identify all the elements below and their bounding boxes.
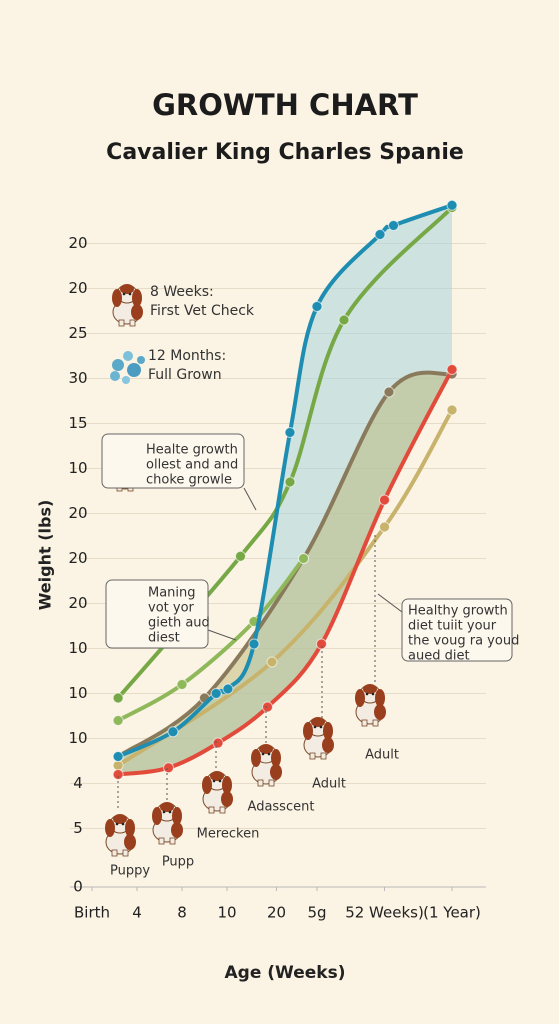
data-point	[379, 494, 390, 506]
data-point	[163, 762, 174, 774]
data-point	[262, 701, 273, 713]
x-tick-label: (1 Year)	[423, 904, 481, 922]
annotation-text: Full Grown	[148, 367, 222, 383]
callout-line	[207, 629, 237, 641]
dog-icon	[354, 683, 387, 727]
annotation-text: Maning	[148, 586, 196, 601]
annotation-text: diest	[148, 631, 180, 646]
annotation-text: 8 Weeks:	[150, 284, 214, 300]
annotation-text: the voug ra youd	[408, 634, 519, 649]
annotation-text: choke growle	[146, 473, 232, 488]
y-tick-label: 15	[68, 414, 87, 432]
series-line	[116, 367, 454, 777]
annotation-text: First Vet Check	[150, 303, 255, 319]
data-point	[112, 715, 124, 726]
callout-line	[377, 593, 403, 613]
chart-subtitle: Cavalier King Charles Spanie	[106, 140, 464, 165]
callout-line	[243, 487, 257, 511]
y-tick-label: 20	[68, 549, 87, 567]
bubbles-icon	[110, 351, 145, 384]
y-tick-label: 4	[73, 774, 83, 792]
y-tick-label: 30	[68, 369, 87, 387]
y-tick-label: 10	[68, 684, 87, 702]
data-point	[112, 692, 124, 704]
stage-label: Adult	[312, 777, 346, 792]
x-tick-label: 20	[267, 904, 286, 922]
data-point	[311, 301, 323, 312]
stage-label: Adasscent	[248, 800, 315, 815]
data-point	[266, 656, 278, 668]
stage-label: Adult	[365, 748, 399, 763]
x-tick-label: 4	[132, 904, 142, 922]
data-point	[338, 314, 350, 326]
y-tick-label: 5	[73, 819, 83, 837]
data-point	[284, 427, 296, 438]
callout-box	[401, 598, 513, 662]
data-point	[446, 199, 458, 211]
y-tick-label: 10	[68, 729, 87, 747]
data-point	[388, 220, 399, 231]
y-axis-label: Weight (lbs)	[36, 500, 55, 611]
x-tick-label: 10	[217, 904, 236, 922]
data-point	[446, 404, 458, 416]
band-fill	[118, 369, 452, 775]
data-point	[212, 737, 224, 749]
stage-label: Merecken	[197, 827, 260, 842]
annotation-text: gieth aud	[148, 616, 210, 631]
callout-box	[101, 433, 245, 489]
dog-icon	[111, 283, 144, 327]
annotation-text: Healthy growth	[408, 604, 508, 619]
data-point	[446, 364, 458, 375]
dog-icon	[151, 801, 184, 845]
series-line	[116, 556, 306, 723]
data-point	[210, 688, 222, 699]
annotation-text: vot yor	[148, 601, 195, 616]
data-point	[298, 553, 309, 564]
dog-icon	[201, 770, 234, 814]
series-line	[116, 203, 454, 759]
y-tick-label: 20	[68, 279, 87, 297]
y-tick-label: 20	[68, 504, 87, 522]
y-tick-label: 0	[73, 878, 83, 896]
data-point	[235, 550, 246, 562]
callout-box	[105, 579, 209, 649]
data-point	[167, 726, 179, 738]
y-tick-label: 10	[68, 639, 87, 657]
y-tick-label: 20	[68, 234, 87, 252]
y-tick-label: 25	[68, 324, 87, 342]
stage-label: Pupp	[162, 855, 194, 870]
data-point	[222, 683, 234, 695]
x-tick-label: 52 Weeks)	[345, 904, 424, 922]
x-tick-label: 5g	[307, 904, 326, 922]
chart-title: GROWTH CHART	[152, 88, 418, 122]
data-point	[112, 751, 124, 762]
data-point	[316, 638, 327, 650]
annotation-text: Healte growth	[146, 443, 238, 458]
x-axis-label: Age (Weeks)	[225, 963, 346, 983]
annotation-text: diet tuiit your	[408, 619, 497, 634]
annotation-text: ollest and and	[146, 458, 238, 473]
data-point	[176, 679, 188, 690]
stage-label: Puppy	[110, 864, 150, 879]
data-point	[284, 476, 296, 488]
y-tick-label: 10	[68, 459, 87, 477]
y-tick-label: 20	[68, 594, 87, 612]
x-tick-label: 8	[177, 904, 187, 922]
data-point	[248, 638, 260, 650]
data-point	[379, 521, 390, 533]
data-point	[383, 386, 395, 398]
annotation-text: aued diet	[408, 649, 470, 664]
x-tick-label: Birth	[74, 904, 110, 922]
dog-icon	[104, 813, 137, 857]
data-point	[112, 769, 124, 780]
dog-icon	[302, 716, 335, 760]
dog-icon	[250, 743, 283, 787]
data-point	[374, 229, 386, 240]
annotation-text: 12 Months:	[148, 348, 226, 364]
